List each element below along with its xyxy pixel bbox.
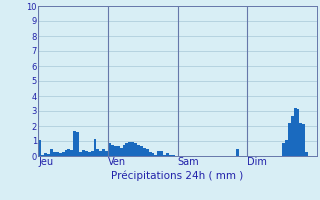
Bar <box>79 152 82 156</box>
Bar <box>151 153 155 156</box>
Bar <box>288 123 291 156</box>
X-axis label: Précipitations 24h ( mm ): Précipitations 24h ( mm ) <box>111 170 244 181</box>
Bar <box>62 152 65 156</box>
Bar <box>172 154 175 156</box>
Bar <box>47 154 50 156</box>
Bar <box>131 142 134 156</box>
Bar <box>137 145 140 156</box>
Bar <box>56 152 59 156</box>
Bar <box>59 153 61 156</box>
Bar <box>302 124 305 156</box>
Bar <box>50 148 53 156</box>
Bar <box>291 116 294 156</box>
Bar <box>73 131 76 156</box>
Bar <box>125 143 128 156</box>
Bar <box>236 149 238 156</box>
Bar <box>85 151 88 156</box>
Bar <box>285 140 288 156</box>
Bar <box>146 149 148 156</box>
Bar <box>143 148 146 156</box>
Bar <box>93 139 96 156</box>
Bar <box>155 154 157 156</box>
Bar <box>169 154 172 156</box>
Bar <box>111 145 114 156</box>
Bar <box>114 146 117 156</box>
Bar <box>65 150 68 156</box>
Bar <box>157 151 160 156</box>
Bar <box>96 149 99 156</box>
Bar <box>128 142 131 156</box>
Bar <box>41 154 44 156</box>
Bar <box>294 108 297 156</box>
Bar <box>148 152 151 156</box>
Bar <box>82 150 85 156</box>
Bar <box>163 154 166 156</box>
Bar <box>44 153 47 156</box>
Bar <box>88 152 91 156</box>
Bar <box>282 142 285 156</box>
Bar <box>134 143 137 156</box>
Bar <box>305 152 308 156</box>
Bar <box>300 123 302 156</box>
Bar <box>117 146 120 156</box>
Bar <box>91 151 93 156</box>
Bar <box>70 150 73 156</box>
Bar <box>160 151 163 156</box>
Bar <box>140 146 143 156</box>
Bar <box>76 132 79 156</box>
Bar <box>68 148 70 156</box>
Bar <box>38 140 41 156</box>
Bar <box>297 109 300 156</box>
Bar <box>99 151 102 156</box>
Bar <box>120 148 123 156</box>
Bar <box>166 153 169 156</box>
Bar <box>123 145 125 156</box>
Bar <box>105 151 108 156</box>
Bar <box>108 143 111 156</box>
Bar <box>53 152 56 156</box>
Bar <box>102 149 105 156</box>
